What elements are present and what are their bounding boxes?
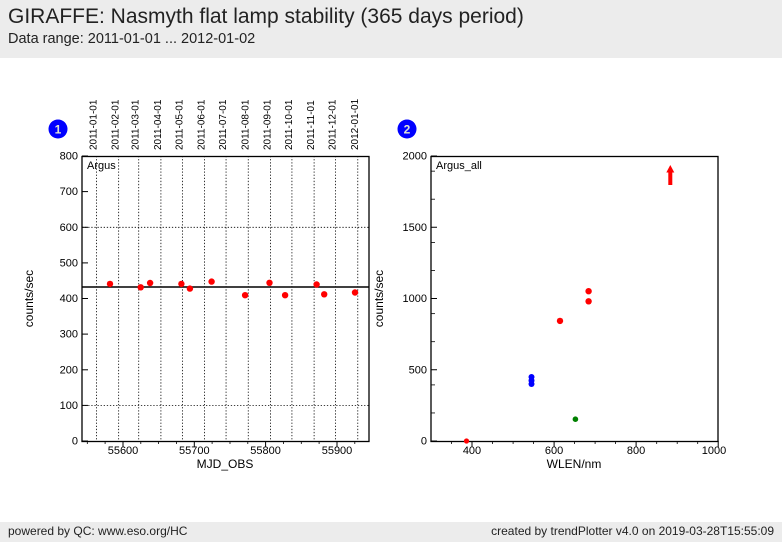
svg-text:500: 500	[60, 257, 78, 269]
svg-text:200: 200	[60, 364, 78, 376]
svg-text:counts/sec: counts/sec	[22, 270, 36, 327]
svg-text:2011-11-01: 2011-11-01	[306, 100, 317, 150]
svg-text:600: 600	[60, 222, 78, 234]
svg-text:800: 800	[627, 445, 645, 457]
svg-text:2000: 2000	[403, 151, 427, 163]
svg-text:0: 0	[421, 436, 427, 448]
svg-text:400: 400	[60, 293, 78, 305]
svg-text:500: 500	[409, 364, 427, 376]
svg-text:2011-02-01: 2011-02-01	[111, 99, 122, 150]
svg-text:1: 1	[55, 123, 62, 137]
svg-text:2011-09-01: 2011-09-01	[262, 99, 273, 150]
svg-text:55700: 55700	[179, 445, 210, 457]
svg-text:1000: 1000	[702, 445, 726, 457]
svg-text:55800: 55800	[250, 445, 281, 457]
svg-text:MJD_OBS: MJD_OBS	[197, 457, 254, 471]
svg-text:600: 600	[545, 445, 563, 457]
svg-text:2011-03-01: 2011-03-01	[131, 99, 142, 150]
svg-text:2011-07-01: 2011-07-01	[218, 99, 229, 150]
svg-text:2011-04-01: 2011-04-01	[153, 99, 164, 150]
svg-text:400: 400	[463, 445, 481, 457]
svg-text:2011-08-01: 2011-08-01	[240, 99, 251, 150]
svg-text:2011-10-01: 2011-10-01	[284, 99, 295, 150]
svg-text:2012-01-01: 2012-01-01	[350, 98, 361, 150]
svg-text:300: 300	[60, 329, 78, 341]
svg-text:2011-05-01: 2011-05-01	[174, 99, 185, 150]
svg-text:2: 2	[404, 123, 411, 137]
svg-text:800: 800	[60, 151, 78, 163]
svg-text:2011-06-01: 2011-06-01	[197, 99, 208, 150]
svg-text:700: 700	[60, 186, 78, 198]
svg-text:counts/sec: counts/sec	[372, 270, 386, 327]
svg-text:WLEN/nm: WLEN/nm	[547, 457, 602, 471]
svg-text:2011-01-01: 2011-01-01	[88, 99, 99, 150]
svg-text:1000: 1000	[403, 293, 427, 305]
svg-text:1500: 1500	[403, 222, 427, 234]
svg-text:2011-12-01: 2011-12-01	[328, 99, 339, 150]
svg-text:Argus_all: Argus_all	[436, 160, 482, 172]
svg-text:100: 100	[60, 400, 78, 412]
svg-text:0: 0	[72, 436, 78, 448]
svg-text:55900: 55900	[322, 445, 353, 457]
svg-text:55600: 55600	[108, 445, 139, 457]
svg-text:Argus: Argus	[87, 160, 116, 172]
